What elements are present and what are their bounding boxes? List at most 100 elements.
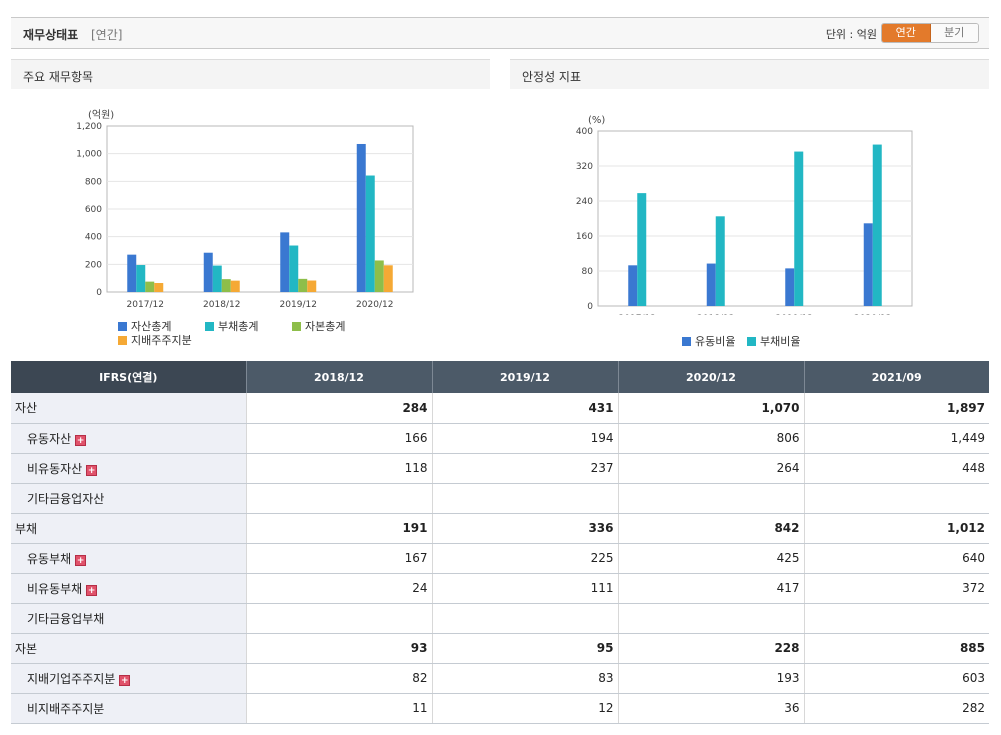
bar — [230, 280, 240, 292]
table-cell — [431, 483, 618, 514]
table-cell: 36 — [617, 693, 804, 724]
quarter-button[interactable]: 분기 — [930, 24, 978, 42]
legend-swatch — [205, 322, 214, 331]
table-cell: 417 — [617, 573, 804, 604]
table-row: 유동자산 + 166 194 806 1,449 — [11, 423, 989, 454]
x-tick-label: 2020/12 — [854, 314, 891, 315]
bar — [374, 260, 384, 292]
expand-plus-icon[interactable]: + — [86, 464, 98, 476]
expand-plus-icon[interactable]: + — [75, 554, 87, 566]
bar — [136, 265, 146, 292]
x-tick-label: 2019/12 — [280, 300, 317, 310]
legend-item: 부채총계 — [205, 318, 258, 334]
bar — [383, 265, 393, 292]
legend-swatch — [292, 322, 301, 331]
table-cell: 885 — [803, 633, 989, 664]
legend-item: 유동비율 — [682, 333, 735, 349]
legend-swatch — [682, 337, 691, 346]
section-title: 재무상태표 — [23, 28, 79, 42]
bar — [872, 144, 882, 306]
table-cell: 167 — [245, 543, 432, 574]
x-tick-label: 2018/12 — [697, 314, 734, 315]
y-tick-label: 0 — [587, 302, 593, 312]
row-label: 자산 — [11, 393, 246, 424]
row-label: 부채 — [11, 513, 246, 544]
table-cell: 640 — [803, 543, 989, 574]
table-row: 자본 93 95 228 885 — [11, 633, 989, 664]
y-tick-label: 80 — [582, 267, 594, 277]
row-label: 지배기업주주지분 — [27, 671, 116, 686]
period-toggle: 연간 분기 — [881, 23, 979, 43]
key-items-chart: 0 200 400 600 800 1,000 1,200(억원) 2017/12 2018/1… — [76, 109, 414, 310]
annual-button[interactable]: 연간 — [882, 24, 931, 42]
table-cell: 93 — [245, 633, 432, 664]
plot-area — [597, 130, 913, 307]
key-items-title: 주요 재무항목 — [23, 70, 94, 84]
x-tick-label: 2017/12 — [619, 314, 656, 315]
bar — [365, 175, 375, 292]
table-cell — [617, 483, 804, 514]
table-cell: 284 — [245, 393, 432, 424]
bar — [127, 254, 137, 292]
bar — [307, 280, 317, 292]
legend-label: 유동비율 — [695, 335, 736, 348]
table-row: 비지배주주지분 11 12 36 282 — [11, 693, 989, 724]
table-row: 자산 284 431 1,070 1,897 — [11, 393, 989, 424]
legend-item: 자본총계 — [292, 318, 345, 334]
financial-statement-header: 재무상태표 [연간] 단위 : 억원 연간 분기 — [11, 17, 989, 49]
stability-legend: 유동비율 부채비율 — [500, 333, 1000, 349]
x-tick-label: 2019/12 — [776, 314, 813, 315]
table-cell: 431 — [431, 393, 618, 424]
table-cell: 225 — [431, 543, 618, 574]
table-header-row: IFRS(연결) 2018/12 2019/12 2020/12 2021/09 — [11, 361, 989, 393]
table-cell: 24 — [245, 573, 432, 604]
table-row: 부채 191 336 842 1,012 — [11, 513, 989, 544]
table-cell: 95 — [431, 633, 618, 664]
bar — [794, 151, 804, 306]
stability-chart: 0 80 160 240 320 400(%) 2017/12 2018/12 2019/12 2… — [576, 115, 913, 315]
table-cell — [803, 603, 989, 634]
row-label-cell: 비유동부채 + — [11, 573, 246, 604]
legend-item: 지배주주지분 — [118, 332, 192, 348]
bar — [628, 265, 638, 306]
expand-plus-icon[interactable]: + — [86, 584, 98, 596]
table-cell: 603 — [803, 663, 989, 694]
bar — [280, 232, 290, 292]
table-row: 비유동자산 + 118 237 264 448 — [11, 453, 989, 484]
column-header: 2020/12 — [617, 361, 804, 393]
bar — [221, 279, 231, 292]
y-tick-label: 1,200 — [76, 122, 102, 132]
table-cell: 83 — [431, 663, 618, 694]
bar — [212, 265, 222, 292]
row-label-cell: 비유동자산 + — [11, 453, 246, 484]
table-cell: 118 — [245, 453, 432, 484]
bar — [289, 245, 299, 292]
row-label: 기타금융업자산 — [11, 483, 246, 514]
expand-plus-icon[interactable]: + — [119, 674, 131, 686]
table-cell: 1,012 — [803, 513, 989, 544]
row-label: 비지배주주지분 — [11, 693, 246, 724]
table-cell: 193 — [617, 663, 804, 694]
y-tick-label: 400 — [85, 233, 102, 243]
stability-panel-header: 안정성 지표 — [510, 59, 989, 89]
table-cell: 336 — [431, 513, 618, 544]
row-label: 자본 — [11, 633, 246, 664]
y-tick-label: 200 — [85, 260, 102, 270]
y-tick-label: 160 — [576, 232, 593, 242]
row-label-cell: 지배기업주주지분 + — [11, 663, 246, 694]
table-cell — [245, 603, 432, 634]
balance-sheet-table: IFRS(연결) 2018/12 2019/12 2020/12 2021/09… — [11, 361, 989, 724]
y-tick-label: 600 — [85, 205, 102, 215]
table-cell: 166 — [245, 423, 432, 454]
legend-label: 자본총계 — [305, 320, 346, 333]
y-tick-label: 320 — [576, 162, 593, 172]
table-cell: 425 — [617, 543, 804, 574]
expand-plus-icon[interactable]: + — [75, 434, 87, 446]
bar — [154, 283, 164, 292]
table-cell: 1,449 — [803, 423, 989, 454]
row-label: 기타금융업부채 — [11, 603, 246, 634]
table-cell — [431, 603, 618, 634]
legend-label: 지배주주지분 — [131, 334, 192, 347]
table-row: 지배기업주주지분 + 82 83 193 603 — [11, 663, 989, 694]
unit-label: (%) — [588, 115, 605, 126]
